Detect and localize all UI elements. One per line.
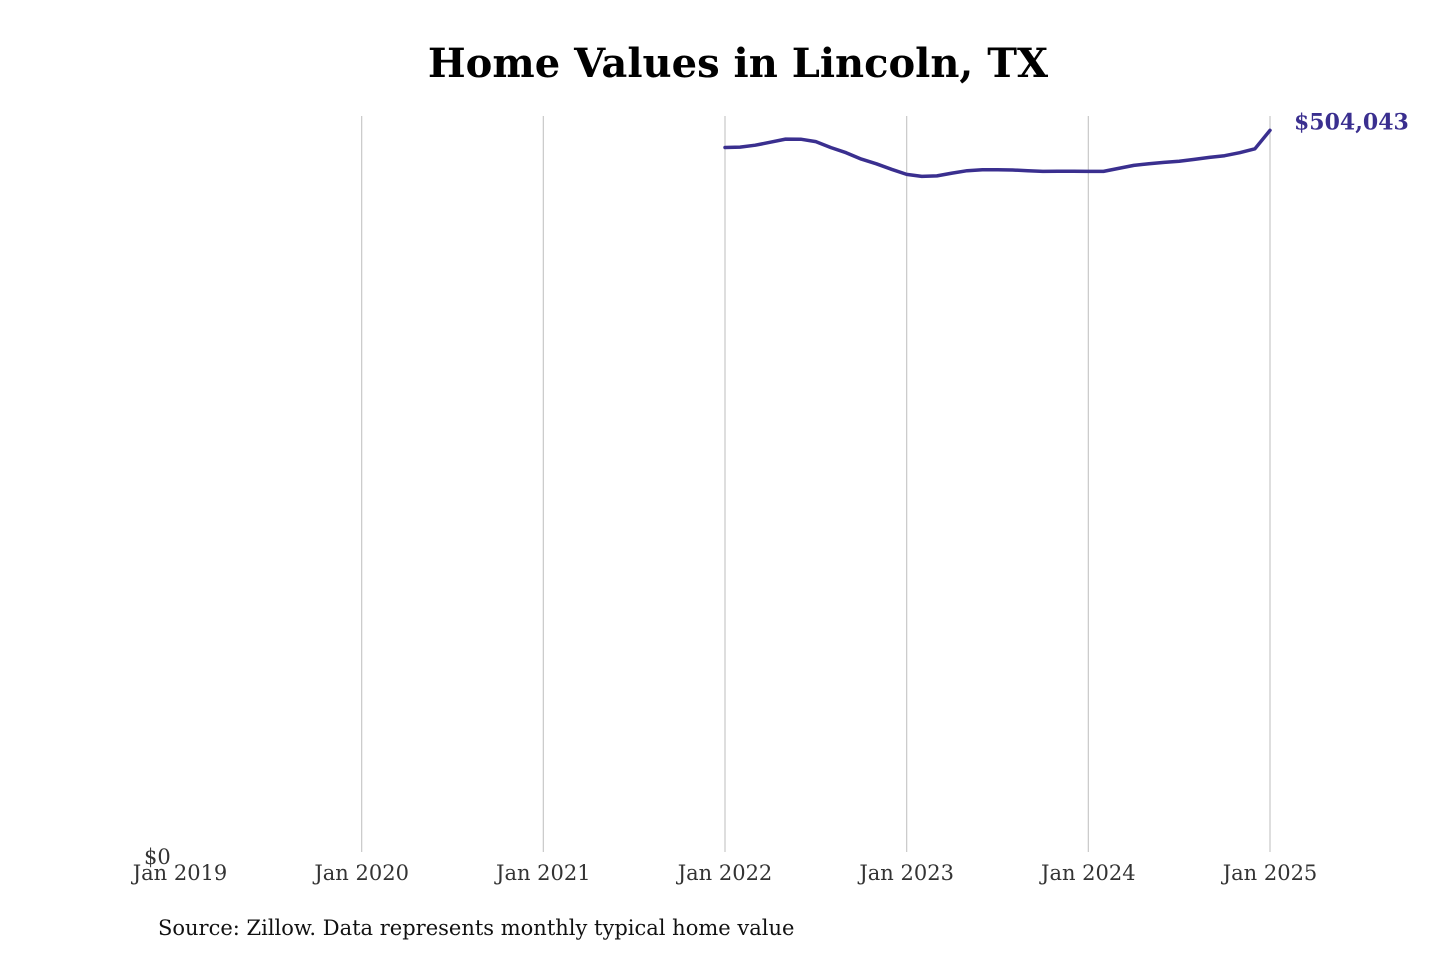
x-tick-label: Jan 2022 [676, 861, 773, 885]
source-note: Source: Zillow. Data represents monthly … [158, 916, 795, 940]
x-tick-label: Jan 2023 [857, 861, 954, 885]
end-value-label: $504,043 [1294, 109, 1409, 135]
x-tick-label: Jan 2025 [1221, 861, 1318, 885]
x-tick-label: Jan 2024 [1039, 861, 1136, 885]
series-line [723, 128, 1272, 179]
chart-title: Home Values in Lincoln, TX [427, 40, 1049, 87]
x-tick-label: Jan 2021 [494, 861, 591, 885]
x-tick-label: Jan 2020 [312, 861, 409, 885]
x-tick-label: Jan 2019 [131, 861, 228, 885]
y-tick-label: $0 [144, 845, 171, 869]
